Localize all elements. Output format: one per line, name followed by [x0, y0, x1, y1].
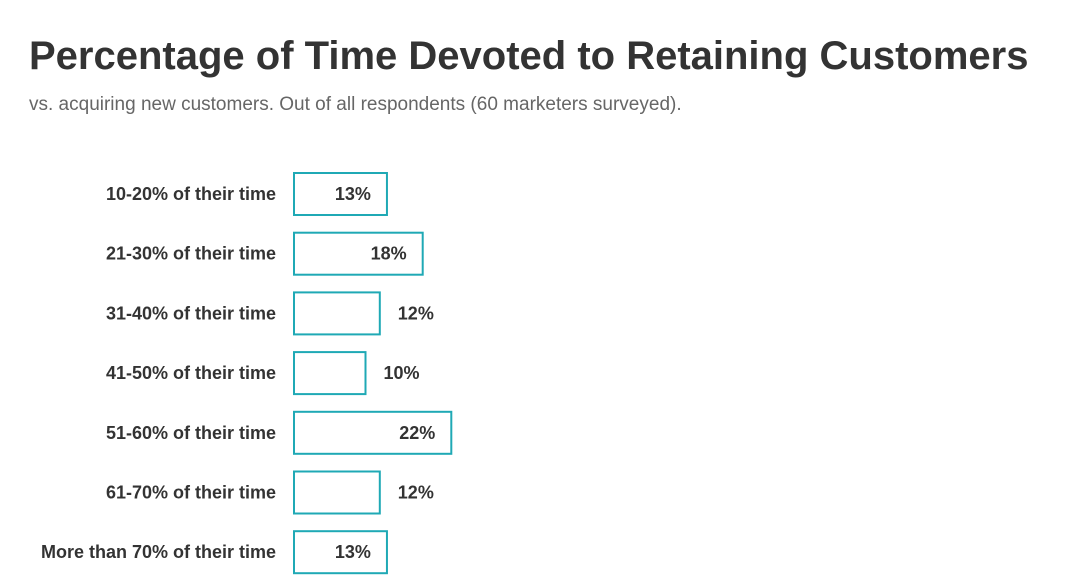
bar — [293, 291, 381, 336]
category-label: 61-70% of their time — [106, 483, 276, 503]
value-label: 22% — [399, 423, 435, 443]
bar — [293, 470, 381, 515]
bar — [293, 172, 388, 216]
category-label: More than 70% of their time — [41, 542, 276, 562]
category-label: 31-40% of their time — [106, 303, 276, 323]
value-label: 12% — [398, 483, 434, 503]
value-label: 10% — [384, 363, 420, 383]
value-label: 13% — [335, 184, 371, 204]
chart-title: Percentage of Time Devoted to Retaining … — [29, 34, 1029, 78]
category-label: 41-50% of their time — [106, 363, 276, 383]
bar — [293, 410, 453, 455]
category-label: 21-30% of their time — [106, 244, 276, 264]
category-label: 51-60% of their time — [106, 423, 276, 443]
value-label: 12% — [398, 303, 434, 323]
value-label: 18% — [371, 244, 407, 264]
bar — [293, 231, 424, 276]
bar — [293, 351, 367, 396]
chart-subtitle: vs. acquiring new customers. Out of all … — [29, 94, 682, 115]
category-label: 10-20% of their time — [106, 184, 276, 204]
value-label: 13% — [335, 542, 371, 562]
bar — [293, 530, 388, 575]
